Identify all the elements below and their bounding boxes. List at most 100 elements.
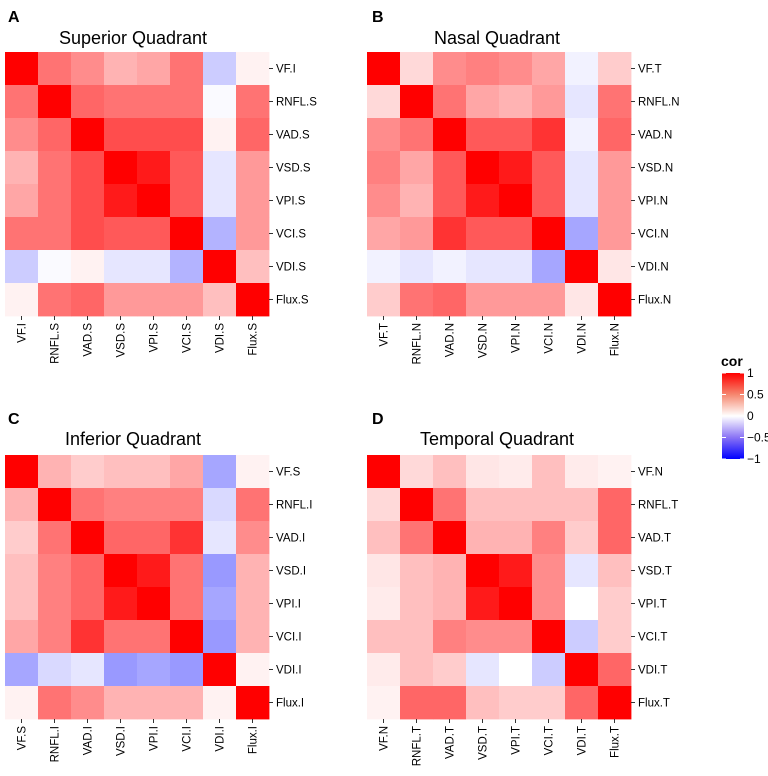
heatmap-cell [5,283,39,317]
heatmap-cell [499,455,533,489]
x-tick-label: VF.N [379,726,391,751]
heatmap-cell [236,488,270,522]
heatmap-cell [71,521,105,555]
heatmap-cell [170,686,204,720]
heatmap-cell [137,587,171,621]
legend-tick-label: 0.5 [747,388,764,402]
heatmap-panel-b: B Nasal Quadrant VF.T VF.T RNFL.N RNFL.N VAD.N… [367,9,680,365]
x-tick-label: Flux.I [248,726,260,754]
heatmap-cell [170,118,204,152]
heatmap-cell [598,653,632,687]
heatmap-panel-a: A Superior Quadrant VF.I VF.I RNFL.S RNFL.S VA… [5,9,317,364]
heatmap-cell [466,283,500,317]
heatmap-cell [532,85,566,119]
heatmap-cell [433,250,467,284]
y-tick-label: VPI.I [276,599,301,611]
heatmap-cell [170,151,204,185]
y-tick-label: VF.N [638,467,663,479]
heatmap-cell [236,151,270,185]
y-tick-label: Flux.T [638,698,670,710]
heatmap-cell [104,455,138,489]
heatmap-cell [104,250,138,284]
x-tick-label: VAD.I [83,726,95,755]
y-tick-label: RNFL.T [638,500,678,512]
heatmap-cell [38,217,72,251]
x-tick-label: VAD.T [445,726,457,759]
x-tick-label: VDI.S [215,323,227,353]
heatmap-cell [38,686,72,720]
x-tick-label: Flux.S [248,323,260,356]
y-tick-label: VDI.T [638,665,667,677]
heatmap-cell [598,184,632,218]
heatmap-cell [5,620,39,654]
heatmap-cell [598,250,632,284]
heatmap-cell [236,118,270,152]
y-tick-label: VF.T [638,64,662,76]
heatmap-cell [433,283,467,317]
heatmap-cell [236,653,270,687]
heatmap-cell [598,52,632,86]
heatmap-cell [104,554,138,588]
heatmap-cell [433,554,467,588]
heatmap-cell [598,488,632,522]
heatmap-cell [5,488,39,522]
heatmap-cell [203,521,237,555]
heatmap-cell [104,184,138,218]
heatmap-cell [367,686,401,720]
heatmap-cell [400,250,434,284]
heatmap-cell [104,85,138,119]
heatmap-cell [565,686,599,720]
heatmap-cell [5,184,39,218]
heatmap-cell [236,455,270,489]
heatmap-cell [433,653,467,687]
heatmap-cell [433,85,467,119]
heatmap-cell [532,620,566,654]
legend-tick-label: −1 [747,452,761,466]
y-tick-label: VAD.S [276,130,310,142]
heatmap-cell [5,521,39,555]
heatmap-cell [499,52,533,86]
heatmap-cell [71,488,105,522]
panel-title: Inferior Quadrant [65,429,201,449]
heatmap-cell [170,283,204,317]
heatmap-cell [236,521,270,555]
heatmap-cell [532,184,566,218]
heatmap-cell [466,653,500,687]
heatmap-cell [38,283,72,317]
heatmap-cell [104,620,138,654]
y-tick-label: VAD.I [276,533,305,545]
heatmap-cell [367,250,401,284]
heatmap-cell [71,455,105,489]
heatmap-cell [466,455,500,489]
heatmap-cell [598,521,632,555]
y-tick-label: VDI.S [276,262,306,274]
panel-letter: B [372,9,384,26]
heatmap-cell [104,118,138,152]
heatmap-cell [367,217,401,251]
heatmap-cell [137,283,171,317]
y-tick-label: VSD.I [276,566,306,578]
heatmap-cell [236,250,270,284]
x-tick-label: VCI.T [544,726,556,755]
heatmap-cell [466,554,500,588]
heatmap-cell [598,587,632,621]
heatmap-cell [565,283,599,317]
heatmap-cell [104,217,138,251]
heatmap-cell [170,521,204,555]
heatmap-cell [71,283,105,317]
heatmap-cell [104,686,138,720]
heatmap-cell [466,587,500,621]
heatmap-cell [565,52,599,86]
heatmap-cell [400,151,434,185]
heatmap-cell [532,686,566,720]
heatmap-cell [466,184,500,218]
heatmap-cell [532,455,566,489]
x-tick-label: VDI.N [577,323,589,354]
heatmap-cell [104,653,138,687]
heatmap-cell [236,85,270,119]
heatmap-cell [170,455,204,489]
heatmap-cell [532,52,566,86]
heatmap-cell [203,455,237,489]
heatmap-cell [499,217,533,251]
